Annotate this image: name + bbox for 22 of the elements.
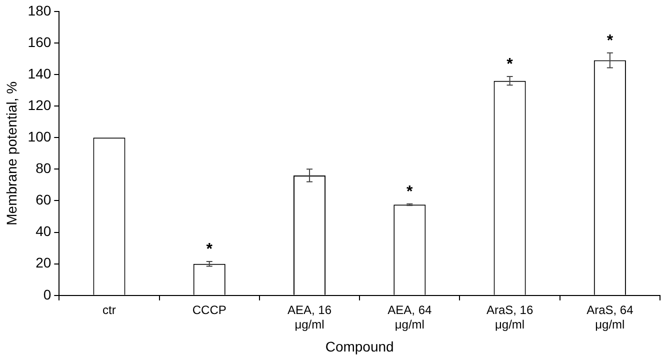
y-tick-label: 180 <box>28 2 52 18</box>
annotation: * <box>206 240 214 258</box>
y-tick-label: 60 <box>36 192 52 208</box>
x-tick-label: AEA, 16 μg/ml <box>287 302 332 332</box>
y-tick-label: 160 <box>28 34 52 50</box>
y-tick-label: 0 <box>43 286 52 302</box>
x-axis-title: Compound <box>325 338 394 354</box>
y-axis-title: Membrane potential, % <box>3 81 20 226</box>
annotation: * <box>506 56 514 73</box>
y-tick-label: 80 <box>36 160 52 176</box>
y-tick-label: 120 <box>28 96 52 113</box>
y-tick-label: 140 <box>28 65 52 82</box>
annotation: * <box>606 32 614 50</box>
x-tick-label: ctr <box>102 302 116 317</box>
y-tick-label: 100 <box>28 128 52 144</box>
x-tick-label: AraS, 16 μg/ml <box>486 302 534 332</box>
annotation: * <box>406 183 414 200</box>
y-tick-label: 40 <box>36 223 52 240</box>
x-tick-label: CCCP <box>192 302 226 317</box>
x-tick-label: AraS, 64 μg/ml <box>586 302 634 332</box>
y-tick-label: 20 <box>36 254 52 271</box>
x-tick-label: AEA, 64 μg/ml <box>388 302 432 332</box>
